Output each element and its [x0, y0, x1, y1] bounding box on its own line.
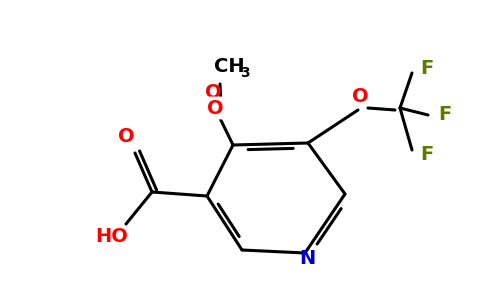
Text: CH: CH [214, 57, 244, 76]
Text: F: F [420, 146, 433, 164]
Text: O: O [207, 98, 223, 118]
Text: O: O [118, 127, 135, 146]
Text: F: F [420, 58, 433, 77]
Text: 3: 3 [240, 66, 250, 80]
Text: O: O [205, 83, 221, 102]
Text: O: O [352, 87, 368, 106]
Text: HO: HO [95, 226, 128, 245]
Text: F: F [438, 106, 451, 124]
Text: N: N [299, 250, 315, 268]
